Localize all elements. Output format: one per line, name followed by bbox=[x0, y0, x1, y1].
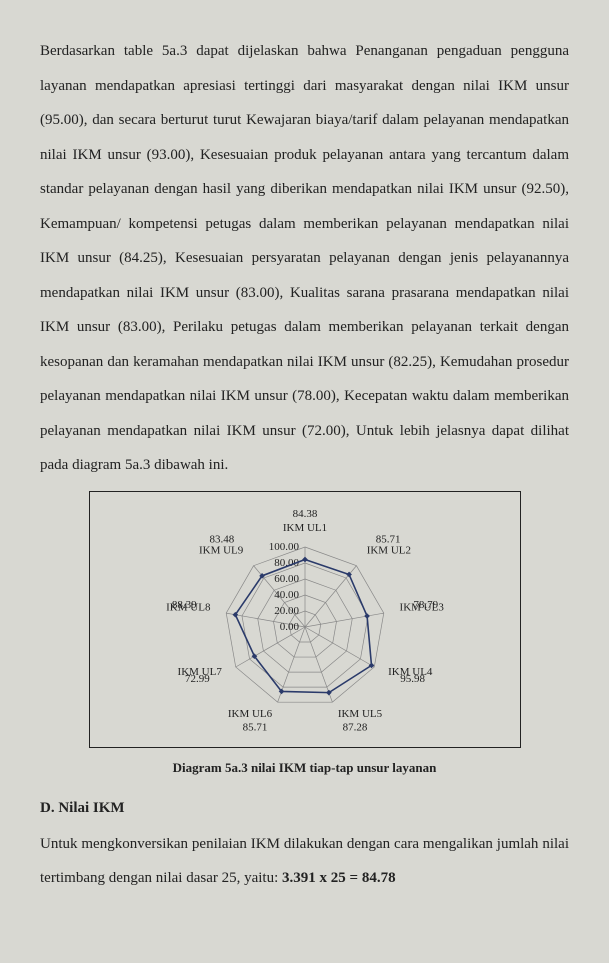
svg-text:60.00: 60.00 bbox=[274, 573, 299, 585]
svg-text:IKM UL5: IKM UL5 bbox=[337, 708, 382, 720]
page: Berdasarkan table 5a.3 dapat dijelaskan … bbox=[0, 0, 609, 936]
svg-text:IKM UL1: IKM UL1 bbox=[282, 522, 326, 534]
svg-text:0.00: 0.00 bbox=[279, 621, 299, 633]
svg-text:IKM UL2: IKM UL2 bbox=[366, 544, 410, 556]
chart-caption: Diagram 5a.3 nilai IKM tiap-tap unsur la… bbox=[40, 760, 569, 776]
svg-text:83.48: 83.48 bbox=[209, 533, 234, 545]
svg-text:78.79: 78.79 bbox=[413, 598, 438, 610]
svg-text:84.38: 84.38 bbox=[292, 508, 317, 520]
svg-text:88.39: 88.39 bbox=[171, 598, 196, 610]
section-d-line1: Untuk mengkonversikan penilaian IKM dila… bbox=[40, 836, 538, 852]
radar-chart: 0.0020.0040.0060.0080.00100.00IKM UL184.… bbox=[90, 492, 520, 747]
section-d-head: D. Nilai IKM bbox=[40, 800, 569, 817]
svg-text:85.71: 85.71 bbox=[375, 533, 400, 545]
radar-chart-frame: 0.0020.0040.0060.0080.00100.00IKM UL184.… bbox=[89, 491, 521, 748]
svg-text:72.99: 72.99 bbox=[184, 673, 209, 685]
main-paragraph: Berdasarkan table 5a.3 dapat dijelaskan … bbox=[40, 34, 569, 483]
section-d-body: Untuk mengkonversikan penilaian IKM dila… bbox=[40, 827, 569, 896]
svg-text:IKM UL6: IKM UL6 bbox=[227, 708, 272, 720]
svg-text:95.98: 95.98 bbox=[400, 673, 425, 685]
svg-text:40.00: 40.00 bbox=[274, 589, 299, 601]
section-d-line2b: 3.391 x 25 = 84.78 bbox=[282, 870, 396, 886]
svg-text:100.00: 100.00 bbox=[268, 541, 299, 553]
svg-text:IKM UL9: IKM UL9 bbox=[198, 544, 243, 556]
svg-text:20.00: 20.00 bbox=[274, 605, 299, 617]
svg-text:85.71: 85.71 bbox=[242, 721, 267, 733]
svg-text:87.28: 87.28 bbox=[342, 721, 367, 733]
